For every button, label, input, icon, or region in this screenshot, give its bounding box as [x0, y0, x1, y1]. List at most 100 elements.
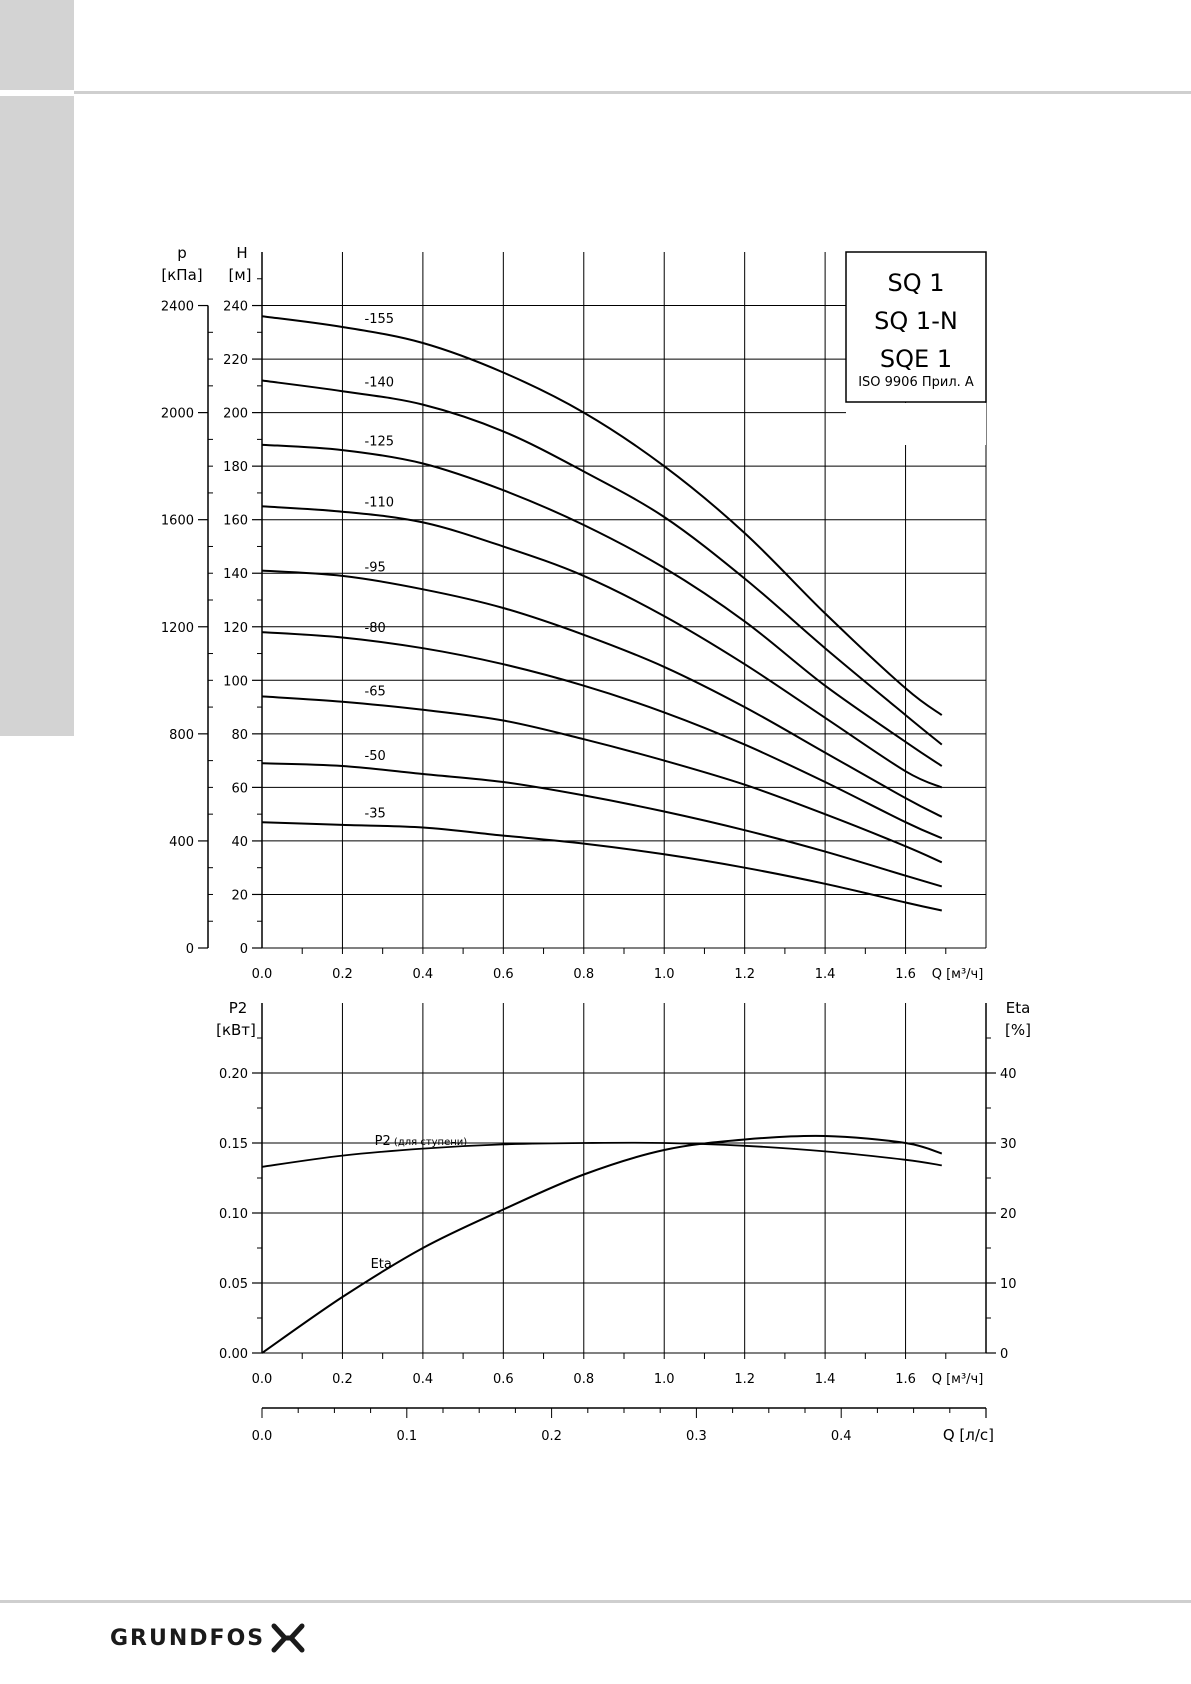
chart-title-line: SQ 1-N [874, 307, 958, 335]
y-right-tick-label: 20 [1000, 1207, 1017, 1222]
q-ls-tick-label: 0.4 [831, 1429, 852, 1444]
curve-stages-95 [261, 569, 943, 818]
x-tick-label: 0.8 [573, 1372, 594, 1387]
p-tick-label: 0 [186, 942, 194, 957]
x-tick-label: 1.0 [654, 1372, 675, 1387]
p2-axis-label: P2 [229, 999, 248, 1017]
x-tick-label: 1.0 [654, 967, 675, 982]
p-axis-label: p [177, 244, 187, 262]
p-tick-label: 1600 [161, 514, 194, 529]
grundfos-logo: GRUNDFOS [110, 1618, 305, 1658]
x-tick-label: 0.0 [252, 967, 273, 982]
y-tick-label: 0.00 [219, 1347, 248, 1362]
curve-label: -65 [365, 685, 386, 700]
x-tick-label: 0.4 [413, 1372, 434, 1387]
curve-label: -80 [365, 621, 386, 636]
curve-label: -50 [365, 749, 386, 764]
grundfos-x-icon [271, 1623, 305, 1653]
x-tick-label: 1.2 [734, 967, 755, 982]
curve-label: -35 [365, 807, 386, 822]
x-tick-label: 0.2 [332, 967, 353, 982]
p-tick-label: 400 [169, 835, 194, 850]
title-box-gap [846, 403, 986, 445]
y-tick-label: 240 [223, 300, 248, 315]
y-right-tick-label: 0 [1000, 1347, 1008, 1362]
x-tick-label: 0.2 [332, 1372, 353, 1387]
y-axis-unit: [м] [228, 266, 251, 284]
y-right-tick-label: 10 [1000, 1277, 1017, 1292]
y-tick-label: 60 [231, 781, 248, 796]
x-tick-label: 1.4 [815, 967, 836, 982]
x-tick-label: 1.2 [734, 1372, 755, 1387]
p2-axis-unit: [кВт] [216, 1021, 256, 1039]
x-tick-label: 0.6 [493, 967, 514, 982]
q-ls-tick-label: 0.0 [252, 1429, 273, 1444]
y-tick-label: 0.05 [219, 1277, 248, 1292]
x-tick-label: 0.6 [493, 1372, 514, 1387]
curve-label: -155 [365, 312, 395, 327]
y-tick-label: 200 [223, 407, 248, 422]
y-tick-label: 140 [223, 567, 248, 582]
curve-stages-35 [261, 821, 943, 912]
eta-curve-label: Eta [371, 1257, 392, 1272]
chart-title-line: SQ 1 [887, 269, 944, 297]
curve-label: -110 [365, 495, 395, 510]
y-tick-label: 220 [223, 353, 248, 368]
curve-stages-65 [261, 695, 943, 864]
y-tick-label: 0 [240, 942, 248, 957]
x-tick-label: 1.4 [815, 1372, 836, 1387]
header-rule [74, 91, 1191, 94]
x-tick-label: 1.6 [895, 1372, 916, 1387]
y-tick-label: 180 [223, 460, 248, 475]
x-tick-label: 0.4 [413, 967, 434, 982]
y-tick-label: 0.10 [219, 1207, 248, 1222]
p-tick-label: 2000 [161, 407, 194, 422]
standard-note: ISO 9906 Прил. A [858, 375, 974, 390]
y-axis-label: H [236, 244, 247, 262]
q-ls-axis-label: Q [л/с] [943, 1426, 994, 1444]
eta-axis-label: Eta [1006, 999, 1031, 1017]
p-tick-label: 1200 [161, 621, 194, 636]
curve-label: -140 [365, 376, 395, 391]
curve-stages-125 [261, 443, 943, 767]
y-tick-label: 80 [231, 728, 248, 743]
q-ls-tick-label: 0.2 [541, 1429, 562, 1444]
x-tick-label: 0.0 [252, 1372, 273, 1387]
y-right-tick-label: 40 [1000, 1067, 1017, 1082]
curve-stages-155 [261, 315, 943, 716]
p-tick-label: 800 [169, 728, 194, 743]
y-tick-label: 160 [223, 514, 248, 529]
p-axis-unit: [кПа] [161, 266, 202, 284]
y-tick-label: 100 [223, 674, 248, 689]
x-tick-label: 1.6 [895, 967, 916, 982]
q-ls-tick-label: 0.3 [686, 1429, 707, 1444]
curve-eta [261, 1134, 943, 1354]
curve-stages-50 [261, 762, 943, 888]
curve-p2 [261, 1141, 942, 1168]
y-right-tick-label: 30 [1000, 1137, 1017, 1152]
y-tick-label: 40 [231, 835, 248, 850]
p2-curve-label: P2 (для ступени) [375, 1134, 468, 1149]
curve-stages-140 [261, 379, 943, 746]
x-axis-label: Q [м³/ч] [932, 1372, 984, 1387]
title-box [845, 251, 987, 403]
y-tick-label: 20 [231, 888, 248, 903]
y-tick-label: 0.20 [219, 1067, 248, 1082]
side-tab-top [0, 0, 74, 90]
curve-stages-110 [261, 505, 943, 789]
brand-name: GRUNDFOS [110, 1625, 266, 1651]
p-tick-label: 2400 [161, 300, 194, 315]
y-tick-label: 0.15 [219, 1137, 248, 1152]
side-tab-main [0, 96, 74, 736]
chart-title-line: SQE 1 [880, 345, 952, 373]
x-tick-label: 0.8 [573, 967, 594, 982]
y-tick-label: 120 [223, 621, 248, 636]
curve-label: -95 [365, 560, 386, 575]
x-axis-label: Q [м³/ч] [932, 967, 984, 982]
q-ls-tick-label: 0.1 [396, 1429, 417, 1444]
curve-stages-80 [261, 631, 943, 840]
curve-label: -125 [365, 434, 395, 449]
footer-rule [0, 1600, 1191, 1603]
eta-axis-unit: [%] [1005, 1021, 1031, 1039]
